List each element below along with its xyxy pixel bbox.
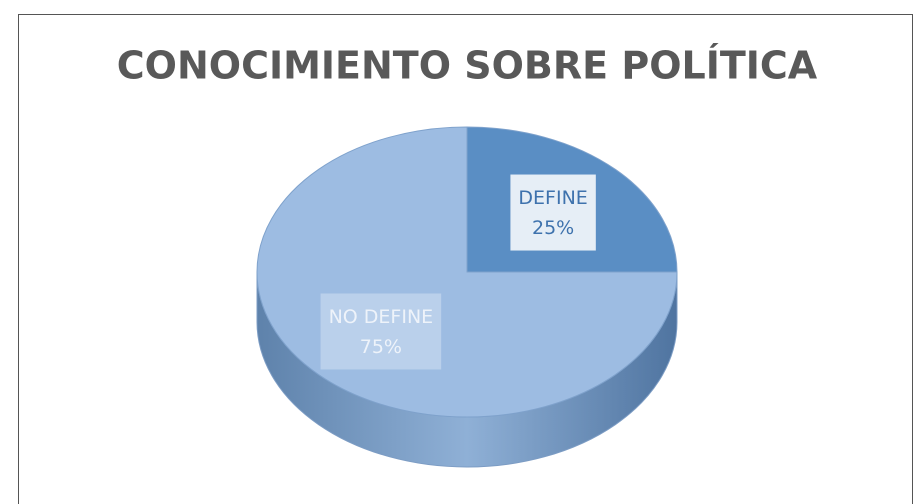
chart-title: CONOCIMIENTO SOBRE POLÍTICA	[117, 44, 818, 88]
data-label: DEFINE 25%	[510, 174, 596, 251]
data-label-box	[320, 293, 442, 370]
data-label: NO DEFINE 75%	[320, 293, 442, 370]
data-label-value: 25%	[532, 217, 574, 239]
data-label-value: 75%	[360, 336, 402, 358]
data-label-box	[510, 174, 596, 251]
pie-slice	[256, 126, 678, 418]
data-label-category: DEFINE	[518, 187, 587, 209]
data-label-category: NO DEFINE	[329, 306, 434, 328]
